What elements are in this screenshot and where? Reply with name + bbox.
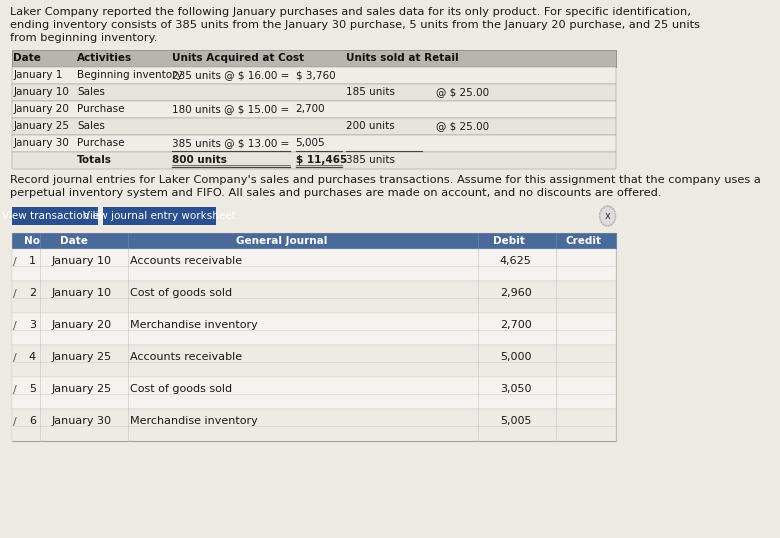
Text: 2: 2 [29,288,36,298]
Text: @ $ 25.00: @ $ 25.00 [435,121,489,131]
Text: View journal entry worksheet: View journal entry worksheet [83,211,236,221]
Text: 1: 1 [29,256,36,266]
Text: x: x [604,211,611,221]
Bar [12,50,615,67]
Text: January 25: January 25 [51,384,112,394]
Bar [12,377,615,409]
Text: Merchandise inventory: Merchandise inventory [130,416,257,426]
Text: 385 units: 385 units [346,155,395,165]
Text: 3: 3 [29,320,36,330]
Text: 200 units: 200 units [346,121,395,131]
Text: 385 units @ $ 13.00 =: 385 units @ $ 13.00 = [172,138,289,148]
Bar [12,409,615,441]
Text: 5,005: 5,005 [500,416,532,426]
Text: 235 units @ $ 16.00 =: 235 units @ $ 16.00 = [172,70,289,80]
Text: 5,000: 5,000 [500,352,532,362]
Text: Units sold at Retail: Units sold at Retail [346,53,459,63]
Bar [12,135,615,152]
Bar [12,249,615,281]
Text: 6: 6 [29,416,36,426]
Text: January 25: January 25 [13,121,69,131]
Text: 4,625: 4,625 [500,256,532,266]
Text: View transaction list: View transaction list [2,211,108,221]
Text: Record journal entries for Laker Company's sales and purchases transactions. Ass: Record journal entries for Laker Company… [10,175,760,185]
Bar [12,152,615,169]
Bar [12,345,615,377]
Bar [12,233,615,441]
Text: Totals: Totals [77,155,112,165]
Text: ending inventory consists of 385 units from the January 30 purchase, 5 units fro: ending inventory consists of 385 units f… [10,20,700,30]
Text: Cost of goods sold: Cost of goods sold [130,384,232,394]
Text: /: / [13,417,17,427]
Text: 180 units @ $ 15.00 =: 180 units @ $ 15.00 = [172,104,289,114]
Text: January 10: January 10 [51,288,112,298]
Text: No: No [24,236,41,246]
Text: Debit: Debit [493,236,525,246]
Text: /: / [13,353,17,363]
Text: January 30: January 30 [51,416,112,426]
Text: Sales: Sales [77,87,105,97]
Text: /: / [13,385,17,395]
Text: $ 3,760: $ 3,760 [296,70,335,80]
Text: January 1: January 1 [13,70,62,80]
Circle shape [600,206,615,226]
Circle shape [601,208,614,224]
Text: January 30: January 30 [13,138,69,148]
Text: Beginning inventory: Beginning inventory [77,70,183,80]
Text: January 20: January 20 [51,320,112,330]
Bar [12,101,615,118]
Text: 2,960: 2,960 [500,288,532,298]
Text: Cost of goods sold: Cost of goods sold [130,288,232,298]
Bar [103,207,216,225]
Text: 185 units: 185 units [346,87,395,97]
Text: Date: Date [59,236,87,246]
Text: 4: 4 [29,352,36,362]
Text: Accounts receivable: Accounts receivable [130,352,242,362]
Text: January 20: January 20 [13,104,69,114]
Text: January 25: January 25 [51,352,112,362]
Bar [12,281,615,313]
Text: /: / [13,321,17,331]
Text: Purchase: Purchase [77,138,125,148]
Text: Sales: Sales [77,121,105,131]
Text: /: / [13,289,17,299]
Bar [12,67,615,84]
Text: Merchandise inventory: Merchandise inventory [130,320,257,330]
Text: from beginning inventory.: from beginning inventory. [10,33,158,43]
Text: 2,700: 2,700 [296,104,325,114]
Text: Date: Date [13,53,41,63]
Text: Accounts receivable: Accounts receivable [130,256,242,266]
Bar [12,118,615,135]
Bar [12,207,98,225]
Text: January 10: January 10 [13,87,69,97]
Text: /: / [13,257,17,267]
Text: General Journal: General Journal [236,236,328,246]
Text: perpetual inventory system and FIFO. All sales and purchases are made on account: perpetual inventory system and FIFO. All… [10,188,661,198]
Bar [12,313,615,345]
Text: Credit: Credit [566,236,601,246]
Text: Units Acquired at Cost: Units Acquired at Cost [172,53,303,63]
Text: Purchase: Purchase [77,104,125,114]
Text: 5,005: 5,005 [296,138,325,148]
Text: 3,050: 3,050 [500,384,532,394]
Text: 2,700: 2,700 [500,320,532,330]
Text: Activities: Activities [77,53,133,63]
Bar [12,84,615,101]
Text: 800 units: 800 units [172,155,226,165]
Text: 5: 5 [29,384,36,394]
Text: January 10: January 10 [51,256,112,266]
Text: @ $ 25.00: @ $ 25.00 [435,87,489,97]
Text: $ 11,465: $ 11,465 [296,155,347,165]
Bar [12,233,615,249]
Text: Laker Company reported the following January purchases and sales data for its on: Laker Company reported the following Jan… [10,7,691,17]
